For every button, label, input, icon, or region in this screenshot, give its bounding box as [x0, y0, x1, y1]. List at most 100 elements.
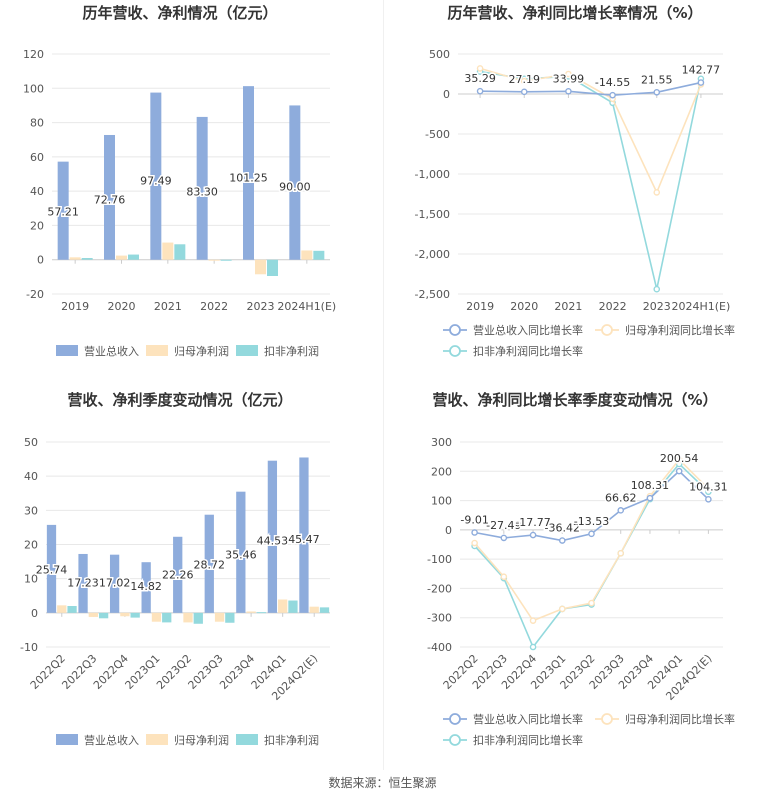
- y-tick-label: -20: [26, 288, 44, 301]
- y-tick-label: 30: [24, 504, 38, 517]
- series-point: [565, 87, 572, 95]
- bar: [46, 524, 57, 613]
- y-tick-label: -400: [427, 641, 452, 654]
- bar: [151, 612, 162, 622]
- point-value-label: -36.42: [545, 522, 580, 535]
- point-value-label: 27.19: [509, 73, 541, 86]
- bar: [174, 244, 186, 260]
- bar: [109, 554, 120, 613]
- quarterly-revenue-profit-chart: 营收、净利季度变动情况（亿元） -10 0 10 20 30 40 50 2022Q2 2022Q…: [0, 385, 383, 770]
- bar-value-label: 44.53: [257, 534, 289, 547]
- bar: [193, 612, 203, 624]
- legend-label: 归母净利润同比增长率: [625, 323, 735, 337]
- bar: [78, 553, 88, 613]
- y-tick-label: -1,500: [415, 208, 450, 221]
- annual-growth-rate-chart: 历年营收、净利同比增长率情况（%） -2,500 -2,000 -1,500 -1,00…: [383, 0, 765, 380]
- y-tick-label: 10: [24, 573, 38, 586]
- point-value-label: 21.55: [641, 73, 673, 86]
- bar: [267, 259, 278, 276]
- legend-swatch: [146, 734, 168, 745]
- series-point: [500, 534, 508, 542]
- y-tick-label: 40: [24, 470, 38, 483]
- series-point: [476, 65, 484, 72]
- bar: [141, 562, 151, 613]
- bar: [183, 612, 193, 623]
- bar: [309, 606, 319, 613]
- series-point: [675, 467, 683, 475]
- point-value-label: -13.53: [574, 515, 609, 528]
- series-point: [471, 529, 478, 536]
- bar: [88, 612, 98, 617]
- bar: [288, 600, 298, 613]
- series-line: [480, 81, 702, 96]
- bar: [204, 514, 214, 613]
- point-value-label: 33.99: [553, 72, 585, 85]
- bar: [278, 599, 288, 613]
- series-line: [479, 70, 702, 290]
- x-tick-label: 2023: [247, 300, 275, 313]
- series-point: [520, 77, 528, 85]
- point-value-label: 142.77: [682, 64, 721, 77]
- y-tick-label: 200: [431, 465, 452, 478]
- bar: [196, 116, 208, 260]
- data-source-footer: 数据来源：恒生聚源: [328, 776, 437, 790]
- bar-value-label: 101.25: [229, 172, 268, 185]
- bar: [130, 612, 140, 618]
- bar: [162, 612, 172, 623]
- y-tick-label: 0: [37, 254, 44, 267]
- bar: [301, 250, 313, 260]
- bar-value-label: 83.30: [186, 185, 218, 198]
- quarterly-growth-rate-chart: 营收、净利同比增长率季度变动情况（%） -400 -300 -200 -100 0 100 2…: [383, 385, 765, 770]
- legend-marker: [449, 345, 461, 357]
- legend-swatch: [56, 734, 78, 745]
- y-tick-label: 500: [429, 48, 450, 61]
- y-tick-label: 0: [31, 607, 38, 620]
- bar: [104, 134, 115, 260]
- bar: [220, 259, 232, 261]
- bar: [128, 254, 139, 260]
- y-tick-label: 40: [30, 185, 44, 198]
- y-tick-label: 50: [24, 436, 38, 449]
- series-point: [617, 507, 625, 514]
- series-point: [705, 496, 712, 503]
- bar: [67, 606, 77, 613]
- bar: [173, 536, 183, 613]
- legend-label: 归母净利润: [174, 733, 229, 747]
- annual-revenue-profit-chart: 历年营收、净利情况（亿元） -20 0 20 40 60 80 100 120 2019 2020 2…: [0, 0, 383, 380]
- bar: [208, 259, 220, 261]
- y-tick-label: 0: [443, 88, 450, 101]
- series-point: [500, 573, 508, 581]
- legend-swatch: [146, 345, 168, 356]
- bar: [256, 612, 267, 614]
- bar: [289, 105, 301, 260]
- y-tick-label: -2,500: [415, 288, 450, 301]
- bar: [120, 612, 130, 617]
- legend-swatch: [236, 345, 258, 356]
- legend-marker: [449, 324, 461, 336]
- y-tick-label: 20: [24, 539, 38, 552]
- legend-marker: [449, 713, 461, 725]
- point-value-label: 200.54: [660, 452, 699, 465]
- series-point: [653, 285, 661, 293]
- point-value-label: 108.31: [631, 479, 670, 492]
- series-point: [646, 494, 654, 502]
- y-tick-label: -100: [427, 553, 452, 566]
- series-point: [653, 189, 661, 196]
- bar: [57, 605, 67, 613]
- legend-swatch: [56, 345, 78, 356]
- series-point: [476, 87, 484, 95]
- bar: [69, 257, 81, 260]
- y-tick-label: -200: [427, 582, 452, 595]
- legend-marker: [601, 324, 613, 336]
- chart-title: 营收、净利季度变动情况（亿元）: [67, 391, 292, 409]
- series-point: [609, 91, 616, 99]
- legend-swatch: [236, 734, 258, 745]
- series-point: [558, 537, 566, 544]
- legend-label: 归母净利润同比增长率: [625, 712, 735, 726]
- legend-label: 营业总收入: [84, 733, 139, 747]
- bar: [267, 460, 278, 613]
- series-point: [565, 70, 572, 78]
- y-tick-label: 100: [431, 495, 452, 508]
- x-tick-label: 2021: [154, 300, 182, 313]
- series-point: [705, 485, 712, 493]
